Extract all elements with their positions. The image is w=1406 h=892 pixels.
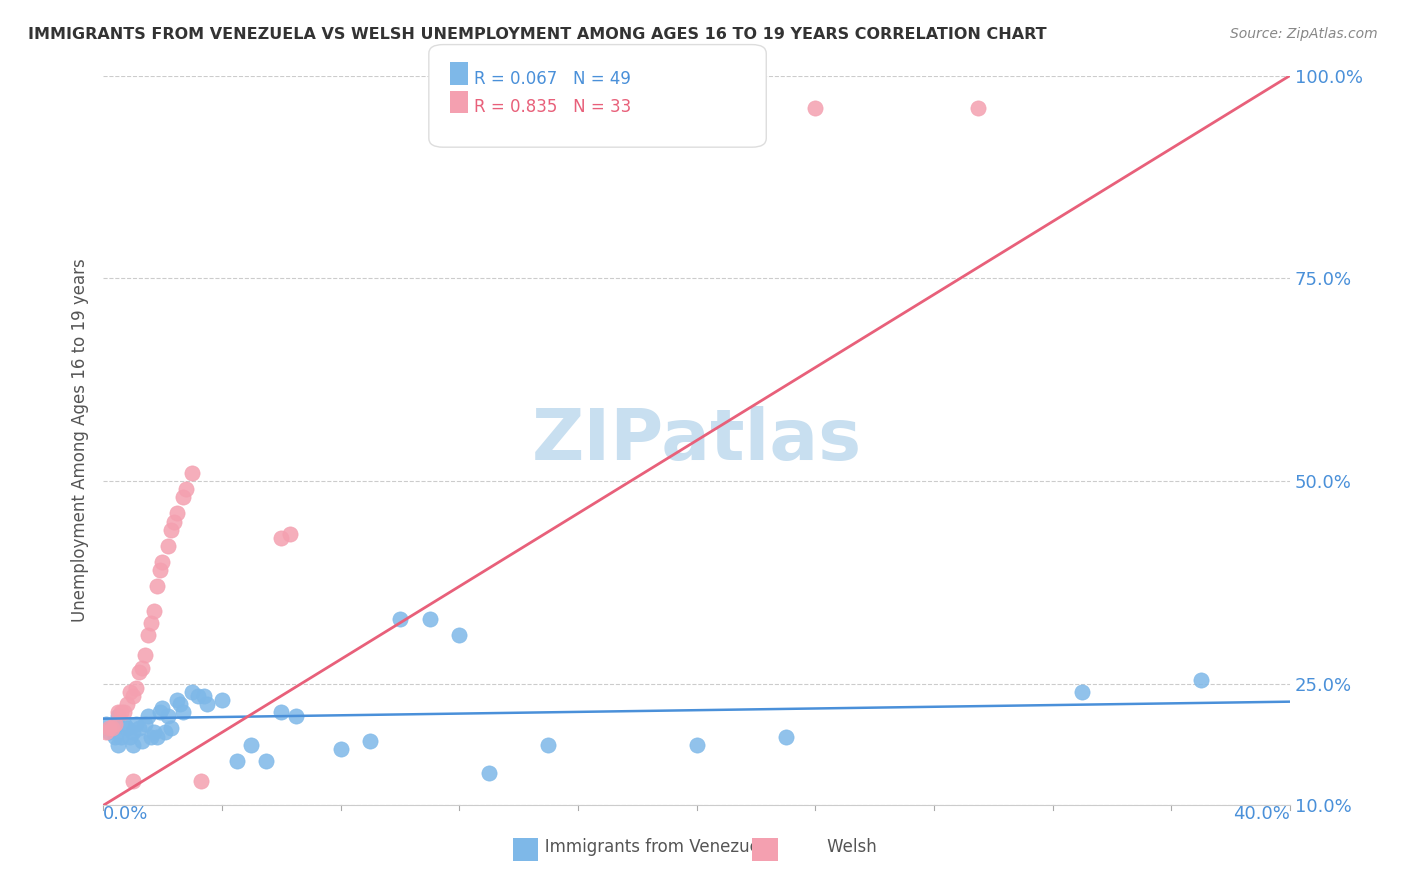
Point	[134, 717, 156, 731]
Text: R = 0.067   N = 49: R = 0.067 N = 49	[474, 70, 631, 87]
Point	[125, 717, 148, 731]
Point	[157, 709, 180, 723]
Point	[104, 717, 127, 731]
Point	[107, 738, 129, 752]
Point	[449, 628, 471, 642]
Point	[775, 730, 797, 744]
Point	[131, 733, 153, 747]
Point	[174, 482, 197, 496]
Point	[98, 725, 121, 739]
Point	[254, 754, 277, 768]
Y-axis label: Unemployment Among Ages 16 to 19 years: Unemployment Among Ages 16 to 19 years	[72, 259, 89, 623]
Point	[172, 705, 194, 719]
Point	[128, 722, 150, 736]
Point	[125, 681, 148, 695]
Point	[94, 725, 117, 739]
Point	[121, 725, 143, 739]
Point	[190, 774, 212, 789]
Point	[172, 490, 194, 504]
Point	[148, 563, 170, 577]
Point	[195, 697, 218, 711]
Point	[804, 101, 827, 115]
Point	[110, 730, 132, 744]
Point	[685, 738, 707, 752]
Point	[115, 697, 138, 711]
Point	[967, 101, 990, 115]
Point	[478, 766, 501, 780]
Point	[193, 689, 215, 703]
Point	[121, 738, 143, 752]
Point	[98, 722, 121, 736]
Point	[145, 730, 167, 744]
Point	[163, 515, 186, 529]
Point	[101, 722, 124, 736]
Point	[112, 717, 135, 731]
Point	[131, 660, 153, 674]
Point	[142, 725, 165, 739]
Text: 0.0%: 0.0%	[103, 805, 149, 823]
Point	[166, 507, 188, 521]
Point	[181, 466, 204, 480]
Point	[104, 730, 127, 744]
Point	[101, 722, 124, 736]
Point	[152, 555, 174, 569]
Point	[118, 730, 141, 744]
Point	[278, 526, 301, 541]
Text: ZIPatlas: ZIPatlas	[531, 406, 862, 475]
Point	[160, 523, 183, 537]
Point	[169, 697, 191, 711]
Point	[139, 615, 162, 630]
Point	[136, 628, 159, 642]
Point	[285, 709, 308, 723]
Point	[240, 738, 263, 752]
Point	[115, 722, 138, 736]
Text: R = 0.835   N = 33: R = 0.835 N = 33	[474, 97, 631, 116]
Point	[139, 730, 162, 744]
Point	[107, 709, 129, 723]
Point	[134, 648, 156, 663]
Point	[142, 604, 165, 618]
Point	[112, 705, 135, 719]
Point	[270, 705, 292, 719]
Point	[94, 717, 117, 731]
Point	[359, 733, 381, 747]
Point	[329, 741, 352, 756]
Point	[152, 701, 174, 715]
Text: IMMIGRANTS FROM VENEZUELA VS WELSH UNEMPLOYMENT AMONG AGES 16 TO 19 YEARS CORREL: IMMIGRANTS FROM VENEZUELA VS WELSH UNEMP…	[28, 27, 1046, 42]
Point	[155, 725, 177, 739]
Point	[128, 665, 150, 679]
Point	[166, 693, 188, 707]
Point	[148, 705, 170, 719]
Point	[270, 531, 292, 545]
Point	[211, 693, 233, 707]
Point	[181, 685, 204, 699]
Point	[121, 689, 143, 703]
Point	[145, 580, 167, 594]
Point	[1189, 673, 1212, 687]
Point	[418, 612, 440, 626]
Point	[121, 774, 143, 789]
Point	[187, 689, 209, 703]
Point	[118, 685, 141, 699]
Point	[107, 705, 129, 719]
Text: Immigrants from Venezuela          Welsh: Immigrants from Venezuela Welsh	[529, 838, 877, 856]
Point	[110, 705, 132, 719]
Point	[136, 709, 159, 723]
Point	[225, 754, 247, 768]
Text: 40.0%: 40.0%	[1233, 805, 1291, 823]
Text: Source: ZipAtlas.com: Source: ZipAtlas.com	[1230, 27, 1378, 41]
Point	[388, 612, 411, 626]
Point	[157, 539, 180, 553]
Point	[537, 738, 560, 752]
Point	[160, 722, 183, 736]
Point	[1071, 685, 1094, 699]
